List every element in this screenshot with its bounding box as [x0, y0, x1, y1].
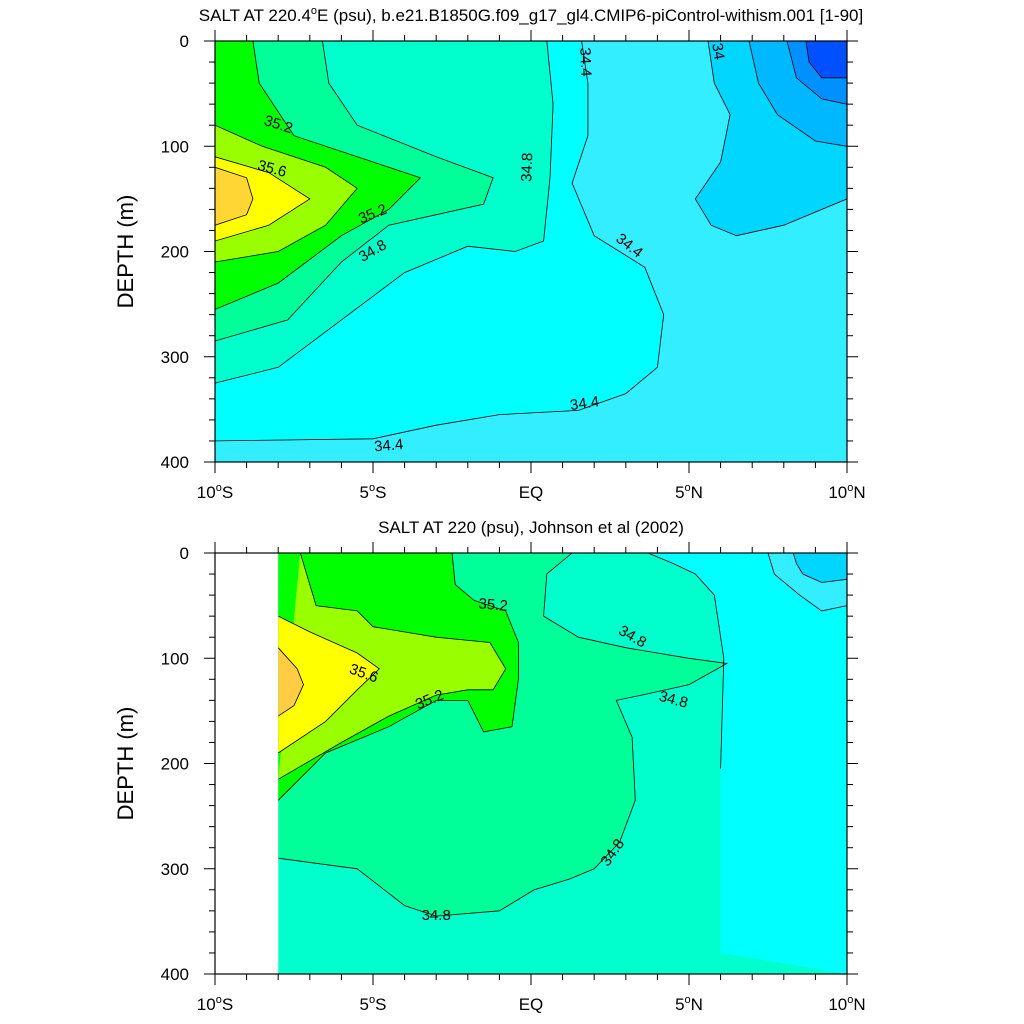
- x-tick-label: 5oS: [360, 482, 387, 502]
- contour-label: 34.8: [422, 907, 451, 924]
- contour-lines: [215, 41, 847, 442]
- x-tick-label: 10oN: [828, 994, 865, 1014]
- contour-line: [278, 553, 507, 780]
- contour-fill-34.4: [215, 41, 847, 462]
- x-axis: 10oS 5oS EQ 5oN 10oN: [197, 542, 866, 1014]
- x-tick-label: 10oN: [828, 482, 865, 502]
- contour-line: [215, 156, 311, 242]
- contour-label: 34.4: [576, 47, 594, 77]
- contour-fill-34.2: [793, 553, 847, 583]
- contour-line: [215, 41, 554, 384]
- contour-fill-35.6: [278, 616, 380, 753]
- contour-fills: [215, 41, 847, 462]
- y-axis-label: DEPTH (m): [113, 707, 138, 821]
- contour-line: [278, 615, 380, 754]
- y-axis: 0 100 200 300 400: [161, 32, 858, 472]
- y-tick-label: 400: [161, 965, 189, 984]
- x-tick-label: EQ: [519, 995, 544, 1014]
- contour-lines: [278, 553, 847, 917]
- y-tick-label: 400: [161, 453, 189, 472]
- contour-label: 34.8: [657, 688, 690, 712]
- contour-line: [792, 553, 847, 583]
- contour-fill-33.6: [802, 41, 847, 78]
- y-tick-label: 200: [161, 755, 189, 774]
- contour-line: [278, 647, 304, 717]
- y-tick-label: 100: [161, 649, 189, 668]
- contour-line: [647, 553, 725, 769]
- contour-line: [215, 124, 358, 263]
- contour-label: 34.4: [569, 393, 600, 414]
- panel-bottom: 35.235.635.234.834.834.834.8010020030040…: [113, 518, 866, 1014]
- contour-label: 34: [708, 42, 728, 61]
- contour-fill-35.8: [278, 647, 304, 717]
- y-axis: 0 100 200 300 400: [161, 544, 858, 984]
- y-tick-label: 300: [161, 348, 189, 367]
- contour-line: [215, 41, 665, 442]
- x-tick-label: 5oN: [675, 994, 703, 1014]
- contour-fill-35.4: [278, 553, 506, 780]
- x-tick-label: 10oS: [197, 482, 233, 502]
- contour-line: [694, 41, 847, 237]
- y-tick-label: 0: [180, 544, 189, 563]
- contour-fills: [278, 553, 847, 974]
- chart-title: SALT AT 220 (psu), Johnson et al (2002): [378, 518, 684, 537]
- contour-line: [215, 166, 254, 226]
- panel-top: 35.235.635.234.834.834.4 3434.434.434.401…: [113, 5, 866, 502]
- contour-fill-34.6: [647, 553, 847, 974]
- contour-line: [215, 41, 494, 342]
- x-tick-label: 5oN: [675, 482, 703, 502]
- x-tick-label: 10oS: [197, 994, 233, 1014]
- y-tick-label: 0: [180, 32, 189, 51]
- y-tick-label: 200: [161, 243, 189, 262]
- y-axis-label: DEPTH (m): [113, 195, 138, 309]
- y-tick-label: 300: [161, 860, 189, 879]
- contour-line: [786, 41, 847, 105]
- contour-label: 34.8: [518, 152, 536, 182]
- contour-line: [278, 553, 519, 801]
- contour-label: 35.2: [478, 595, 509, 614]
- y-tick-label: 100: [161, 137, 189, 156]
- chart-title: SALT AT 220.4oE (psu), b.e21.B1850G.f09_…: [199, 5, 863, 25]
- x-axis: 10oS 5oS EQ 5oN 10oN: [197, 30, 866, 502]
- contour-line: [767, 553, 847, 612]
- contour-line: [215, 41, 422, 310]
- contour-label: 35.6: [256, 157, 289, 181]
- x-tick-label: EQ: [519, 483, 544, 502]
- contour-label: 34.4: [373, 436, 404, 455]
- contour-line: [748, 41, 847, 147]
- contour-line: [805, 41, 847, 79]
- contour-fill-35.8: [215, 167, 253, 226]
- contour-line: [278, 553, 729, 917]
- x-tick-label: 5oS: [360, 994, 387, 1014]
